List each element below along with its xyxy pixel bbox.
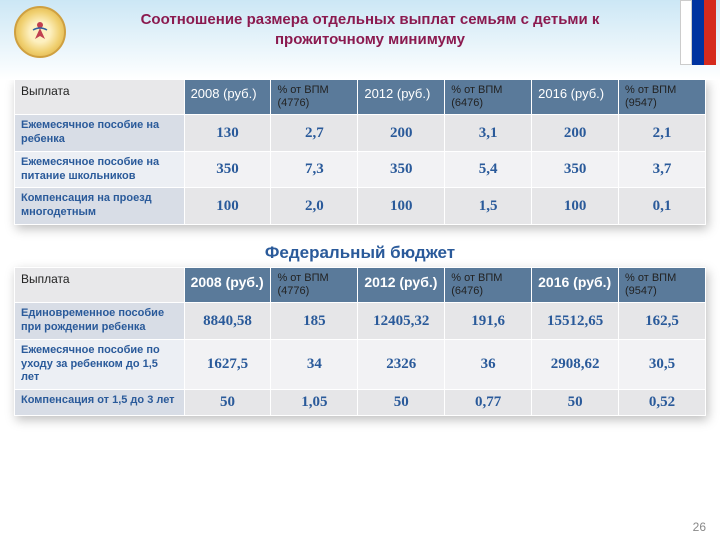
cell: 30,5 xyxy=(619,339,706,389)
cell: 200 xyxy=(532,115,619,152)
cell: 350 xyxy=(184,151,271,188)
cell: 50 xyxy=(532,390,619,416)
cell: 34 xyxy=(271,339,358,389)
cell: 2908,62 xyxy=(532,339,619,389)
col-2008: 2008 (руб.) xyxy=(184,267,271,302)
table-federal: Выплата 2008 (руб.) % от ВПМ (4776) 2012… xyxy=(14,267,706,416)
row-label: Ежемесячное пособие на ребенка xyxy=(15,115,185,152)
cell: 162,5 xyxy=(619,303,706,340)
col-label: Выплата xyxy=(15,80,185,115)
cell: 2,1 xyxy=(619,115,706,152)
section2-title: Федеральный бюджет xyxy=(0,243,720,263)
cell: 100 xyxy=(358,188,445,225)
col-p2016: % от ВПМ (9547) xyxy=(619,267,706,302)
cell: 0,77 xyxy=(445,390,532,416)
cell: 0,1 xyxy=(619,188,706,225)
col-2008: 2008 (руб.) xyxy=(184,80,271,115)
cell: 5,4 xyxy=(445,151,532,188)
page-number: 26 xyxy=(693,520,706,534)
row-label: Единовременное пособие при рождении ребе… xyxy=(15,303,185,340)
cell: 200 xyxy=(358,115,445,152)
row-label: Компенсация от 1,5 до 3 лет xyxy=(15,390,185,416)
cell: 100 xyxy=(184,188,271,225)
cell: 0,52 xyxy=(619,390,706,416)
cell: 2326 xyxy=(358,339,445,389)
table-row: Ежемесячное пособие на питание школьнико… xyxy=(15,151,706,188)
col-p2008: % от ВПМ (4776) xyxy=(271,267,358,302)
cell: 8840,58 xyxy=(184,303,271,340)
cell: 185 xyxy=(271,303,358,340)
col-2012: 2012 (руб.) xyxy=(358,267,445,302)
cell: 350 xyxy=(532,151,619,188)
cell: 100 xyxy=(532,188,619,225)
col-p2008: % от ВПМ (4776) xyxy=(271,80,358,115)
cell: 1,05 xyxy=(271,390,358,416)
cell: 2,0 xyxy=(271,188,358,225)
table-header-row: Выплата 2008 (руб.) % от ВПМ (4776) 2012… xyxy=(15,267,706,302)
title-line-2: прожиточному минимуму xyxy=(275,31,465,48)
table-row: Компенсация на проезд многодетным 100 2,… xyxy=(15,188,706,225)
cell: 3,7 xyxy=(619,151,706,188)
page-title: Соотношение размера отдельных выплат сем… xyxy=(0,0,720,49)
col-p2012: % от ВПМ (6476) xyxy=(445,267,532,302)
cell: 1,5 xyxy=(445,188,532,225)
table-row: Компенсация от 1,5 до 3 лет 50 1,05 50 0… xyxy=(15,390,706,416)
cell: 50 xyxy=(358,390,445,416)
col-2016: 2016 (руб.) xyxy=(532,267,619,302)
col-2016: 2016 (руб.) xyxy=(532,80,619,115)
cell: 350 xyxy=(358,151,445,188)
col-p2012: % от ВПМ (6476) xyxy=(445,80,532,115)
col-2012: 2012 (руб.) xyxy=(358,80,445,115)
cell: 50 xyxy=(184,390,271,416)
cell: 2,7 xyxy=(271,115,358,152)
cell: 36 xyxy=(445,339,532,389)
col-label: Выплата xyxy=(15,267,185,302)
cell: 1627,5 xyxy=(184,339,271,389)
title-line-1: Соотношение размера отдельных выплат сем… xyxy=(141,11,600,28)
cell: 7,3 xyxy=(271,151,358,188)
table-regional: Выплата 2008 (руб.) % от ВПМ (4776) 2012… xyxy=(14,79,706,225)
table-row: Ежемесячное пособие на ребенка 130 2,7 2… xyxy=(15,115,706,152)
cell: 15512,65 xyxy=(532,303,619,340)
table-header-row: Выплата 2008 (руб.) % от ВПМ (4776) 2012… xyxy=(15,80,706,115)
cell: 191,6 xyxy=(445,303,532,340)
cell: 130 xyxy=(184,115,271,152)
cell: 12405,32 xyxy=(358,303,445,340)
row-label: Ежемесячное пособие по уходу за ребенком… xyxy=(15,339,185,389)
cell: 3,1 xyxy=(445,115,532,152)
table-row: Ежемесячное пособие по уходу за ребенком… xyxy=(15,339,706,389)
row-label: Компенсация на проезд многодетным xyxy=(15,188,185,225)
col-p2016: % от ВПМ (9547) xyxy=(619,80,706,115)
table-row: Единовременное пособие при рождении ребе… xyxy=(15,303,706,340)
row-label: Ежемесячное пособие на питание школьнико… xyxy=(15,151,185,188)
